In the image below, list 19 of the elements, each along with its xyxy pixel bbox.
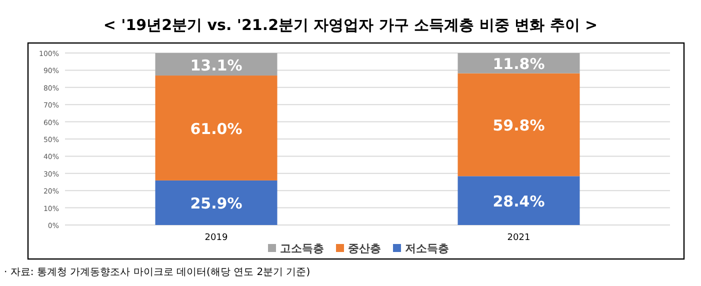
data-label: 13.1% <box>190 56 242 74</box>
data-label: 28.4% <box>492 192 545 211</box>
bar <box>155 76 278 180</box>
bar <box>458 53 580 74</box>
x-tick-label: 2021 <box>507 233 530 243</box>
data-label: 25.9% <box>190 194 242 213</box>
bar <box>458 73 580 176</box>
legend-label: 저소득층 <box>405 242 449 255</box>
x-tick-label: 2019 <box>204 233 228 243</box>
bar <box>458 176 580 225</box>
text: · 자료: 통계청 가계동향조사 마이크로 데이터(해당 연도 2분기 기준) <box>4 267 310 278</box>
bar <box>155 180 278 225</box>
legend-label: 중산층 <box>348 242 381 255</box>
data-label: 11.8% <box>492 55 545 74</box>
bar <box>155 53 278 76</box>
legend-label: 고소득층 <box>280 242 324 255</box>
data-label: 61.0% <box>190 120 242 138</box>
data-label: 59.8% <box>492 116 545 135</box>
chart-title: < '19년2분기 vs. '21.2분기 자영업자 가구 소득계층 비중 변화 추이 > <box>103 16 598 34</box>
